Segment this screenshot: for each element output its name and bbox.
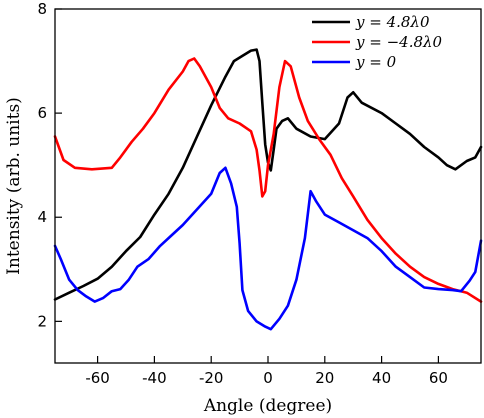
tick-labels: -60 -40 -20 0 20 40 60 2 4 6 8 (37, 0, 447, 387)
x-tick-label: -60 (85, 369, 110, 387)
x-tick-label: -20 (199, 369, 224, 387)
axis-ticks (55, 8, 439, 363)
x-tick-label: 60 (429, 369, 448, 387)
y-tick-label: 4 (37, 208, 47, 226)
x-tick-label: -40 (142, 369, 167, 387)
x-tick-label: 40 (372, 369, 391, 387)
series-line-1 (53, 48, 483, 301)
series-line-3 (53, 166, 483, 331)
plot-frame (54, 8, 482, 364)
y-axis-label: Intensity (arb. units) (4, 97, 24, 275)
x-axis-label: Angle (degree) (203, 396, 332, 416)
legend-label: y = −4.8λ0 (355, 33, 443, 51)
legend-label: y = 0 (355, 53, 397, 71)
legend-label: y = 4.8λ0 (355, 13, 430, 31)
y-tick-label: 8 (37, 0, 47, 18)
x-tick-label: 0 (263, 369, 273, 387)
series-line-2 (53, 57, 483, 303)
y-tick-label: 2 (37, 312, 47, 330)
y-tick-label: 6 (37, 104, 47, 122)
plot-lines (53, 48, 483, 331)
legend: y = 4.8λ0 y = −4.8λ0 y = 0 (312, 13, 443, 71)
x-tick-label: 20 (315, 369, 334, 387)
